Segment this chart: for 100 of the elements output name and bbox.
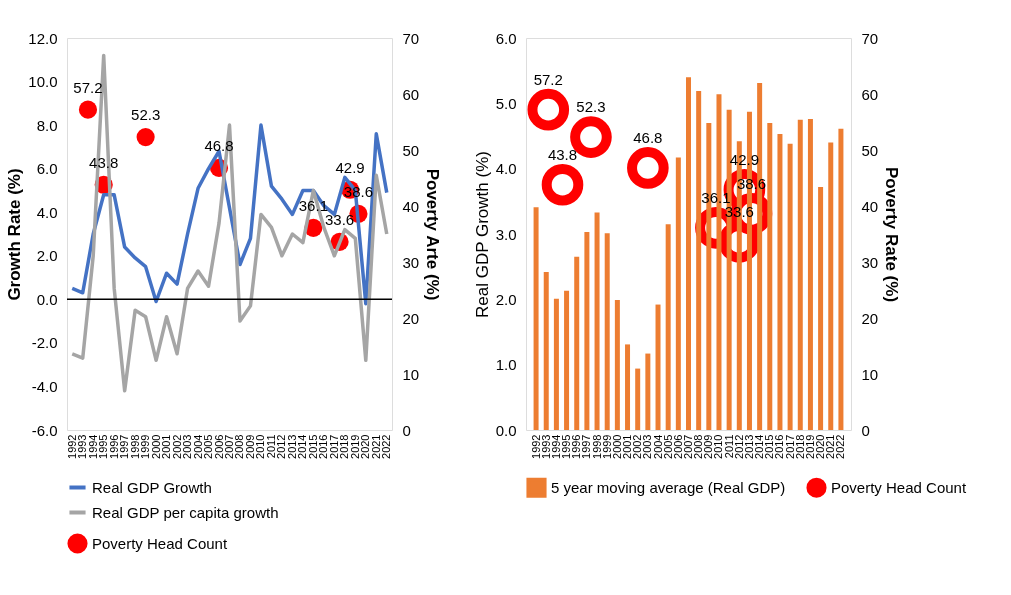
y2-tick-label: 40 — [402, 197, 420, 215]
x-tick-label: 2004 — [651, 434, 664, 459]
bar — [838, 128, 844, 430]
bar — [665, 224, 671, 430]
bar — [543, 271, 549, 430]
x-tick-label: 2019 — [348, 434, 361, 459]
x-tick-label: 2019 — [803, 434, 816, 459]
x-tick-label: 2012 — [275, 434, 288, 459]
x-tick-label: 2021 — [369, 434, 382, 459]
y2-axis-title: Poverty Arte (%) — [423, 168, 443, 301]
y-tick-label: 10.0 — [28, 73, 58, 91]
x-tick-label: 1999 — [139, 434, 152, 459]
bar — [655, 304, 661, 430]
bar — [574, 256, 580, 430]
y-tick-label: -6.0 — [31, 421, 58, 439]
x-tick-label: 1995 — [560, 434, 573, 459]
x-tick-label: 2015 — [306, 434, 319, 459]
data-label: 46.8 — [633, 128, 663, 146]
x-tick-label: 2011 — [722, 434, 735, 459]
x-tick-label: 1996 — [570, 434, 583, 459]
y-axis-title: Growth Rate (%) — [5, 168, 25, 301]
point — [627, 147, 669, 189]
x-tick-label: 1992 — [529, 434, 542, 459]
x-tick-label: 2017 — [327, 434, 340, 459]
x-tick-label: 2003 — [181, 434, 194, 459]
legend-label: Poverty Head Count — [92, 534, 228, 552]
y-tick-label: 1.0 — [495, 356, 517, 374]
x-tick-label: 2003 — [641, 434, 654, 459]
bar — [686, 77, 691, 430]
x-tick-label: 2011 — [264, 434, 277, 459]
x-tick-label: 2010 — [254, 434, 267, 459]
data-label: 52.3 — [576, 98, 606, 116]
x-tick-label: 2016 — [773, 434, 786, 459]
x-tick-label: 2005 — [661, 434, 674, 459]
line-series — [70, 123, 389, 306]
legend-label: Real GDP Growth — [92, 478, 212, 496]
y2-tick-label: 60 — [861, 85, 879, 103]
x-tick-label: 1994 — [549, 434, 562, 459]
x-tick-label: 2005 — [202, 434, 215, 459]
x-tick-label: 1996 — [107, 434, 120, 459]
legend-label: Poverty Head Count — [831, 478, 967, 496]
x-tick-label: 1999 — [600, 434, 613, 459]
y2-tick-label: 40 — [861, 197, 879, 215]
legend-label: 5 year moving average (Real GDP) — [551, 478, 786, 496]
bar — [787, 143, 793, 430]
x-tick-label: 1993 — [539, 434, 552, 459]
bar — [807, 119, 813, 430]
y-tick-label: 0.0 — [36, 290, 58, 308]
y2-tick-label: 70 — [861, 29, 879, 47]
x-tick-label: 2009 — [243, 434, 256, 459]
legend-label: Real GDP per capita growth — [92, 503, 279, 521]
x-tick-label: 2015 — [763, 434, 776, 459]
data-label: 43.8 — [89, 153, 119, 171]
bar — [675, 157, 681, 430]
bar — [553, 298, 559, 430]
y-tick-label: 4.0 — [36, 203, 58, 221]
x-tick-label: 1995 — [97, 434, 110, 459]
bar — [635, 368, 641, 430]
bar — [564, 290, 570, 430]
data-label: 43.8 — [547, 145, 578, 163]
bar — [645, 353, 651, 430]
x-tick-label: 2020 — [814, 434, 827, 459]
point — [136, 128, 155, 147]
bar — [828, 142, 834, 430]
x-tick-label: 1992 — [65, 434, 78, 459]
bar — [696, 90, 702, 430]
x-tick-label: 2013 — [285, 434, 298, 459]
x-tick-label: 2016 — [317, 434, 330, 459]
y2-tick-label: 10 — [402, 365, 420, 383]
x-tick-label: 2004 — [191, 434, 204, 459]
x-tick-label: 2006 — [671, 434, 684, 459]
y-tick-label: 2.0 — [495, 290, 517, 308]
bar — [614, 299, 620, 430]
data-label: 36.1 — [701, 188, 731, 206]
x-tick-label: 1993 — [76, 434, 89, 459]
x-tick-label: 2008 — [233, 434, 246, 459]
data-label: 57.2 — [73, 78, 103, 96]
line-series — [70, 53, 389, 393]
y-tick-label: 2.0 — [36, 247, 58, 265]
y-tick-label: 3.0 — [495, 225, 517, 243]
y-axis-title: Real GDP Growth (%) — [472, 151, 492, 318]
data-label: 52.3 — [131, 106, 161, 124]
x-tick-label: 2001 — [621, 434, 634, 459]
x-tick-label: 2000 — [610, 434, 623, 459]
x-tick-label: 2001 — [160, 434, 173, 459]
x-tick-label: 2013 — [742, 434, 755, 459]
point — [78, 100, 98, 119]
x-tick-label: 2017 — [783, 434, 796, 459]
x-tick-label: 1997 — [580, 434, 593, 459]
y2-tick-label: 0 — [402, 421, 411, 439]
y2-tick-label: 20 — [402, 309, 420, 327]
x-tick-label: 2010 — [712, 434, 725, 459]
bar — [594, 212, 600, 430]
bar — [604, 233, 610, 430]
y-tick-label: 6.0 — [36, 160, 58, 178]
bar — [818, 186, 824, 430]
x-tick-label: 2007 — [223, 434, 235, 459]
y-tick-label: -2.0 — [31, 334, 58, 352]
x-tick-label: 1997 — [118, 434, 131, 459]
y2-tick-label: 70 — [402, 29, 420, 47]
